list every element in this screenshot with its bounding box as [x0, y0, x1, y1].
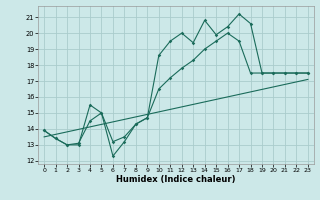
- X-axis label: Humidex (Indice chaleur): Humidex (Indice chaleur): [116, 175, 236, 184]
